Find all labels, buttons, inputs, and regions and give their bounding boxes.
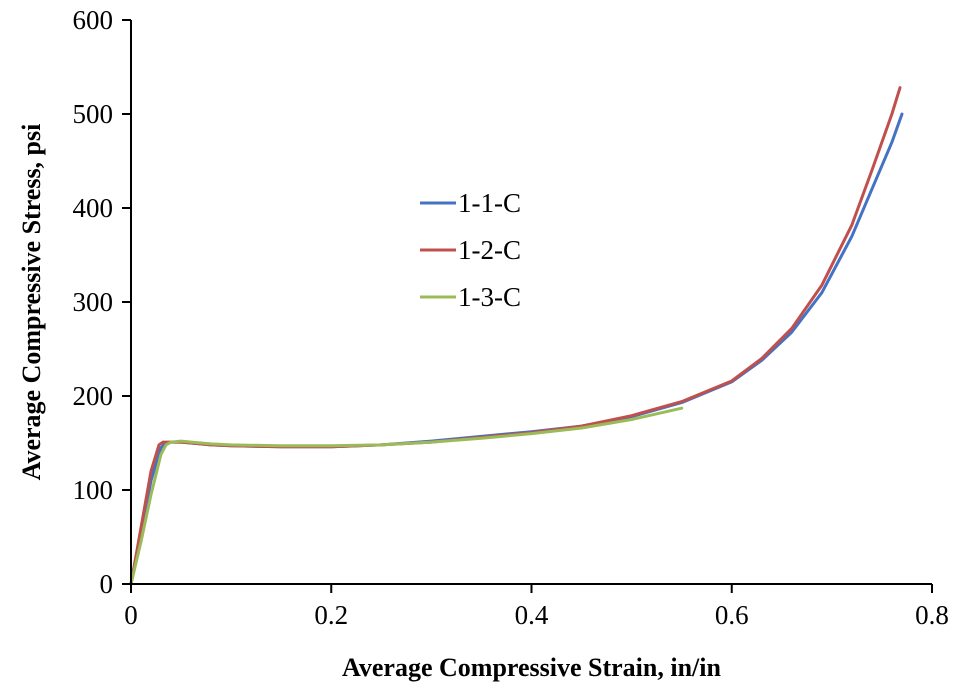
x-tick-label: 0.6 bbox=[715, 600, 749, 630]
y-tick-label: 0 bbox=[100, 569, 114, 599]
y-tick-label: 200 bbox=[73, 381, 114, 411]
y-tick-label: 400 bbox=[73, 193, 114, 223]
x-tick-label: 0.2 bbox=[314, 600, 348, 630]
y-tick-label: 100 bbox=[73, 475, 114, 505]
y-tick-label: 500 bbox=[73, 99, 114, 129]
y-tick-label: 600 bbox=[73, 5, 114, 35]
legend-label: 1-3-C bbox=[458, 282, 521, 312]
x-tick-label: 0.8 bbox=[915, 600, 949, 630]
legend-label: 1-1-C bbox=[458, 188, 521, 218]
series-layer bbox=[129, 86, 904, 586]
legend: 1-1-C 1-2-C 1-3-C bbox=[420, 188, 521, 312]
x-tick-label: 0.4 bbox=[515, 600, 549, 630]
legend-label: 1-2-C bbox=[458, 235, 521, 265]
x-tick-label: 0 bbox=[124, 600, 138, 630]
series-line-1-2-C bbox=[129, 86, 902, 586]
ticks-layer: 0 100 200 300 400 500 600 0 0.2 0.4 0.6 0.8 bbox=[73, 5, 949, 630]
series-line-1-1-C bbox=[129, 112, 904, 586]
y-axis-title: Average Compressive Stress, psi bbox=[17, 124, 46, 481]
series-line-1-3-C bbox=[129, 406, 684, 586]
y-tick-label: 300 bbox=[73, 287, 114, 317]
x-axis-title: Average Compressive Strain, in/in bbox=[342, 653, 721, 682]
